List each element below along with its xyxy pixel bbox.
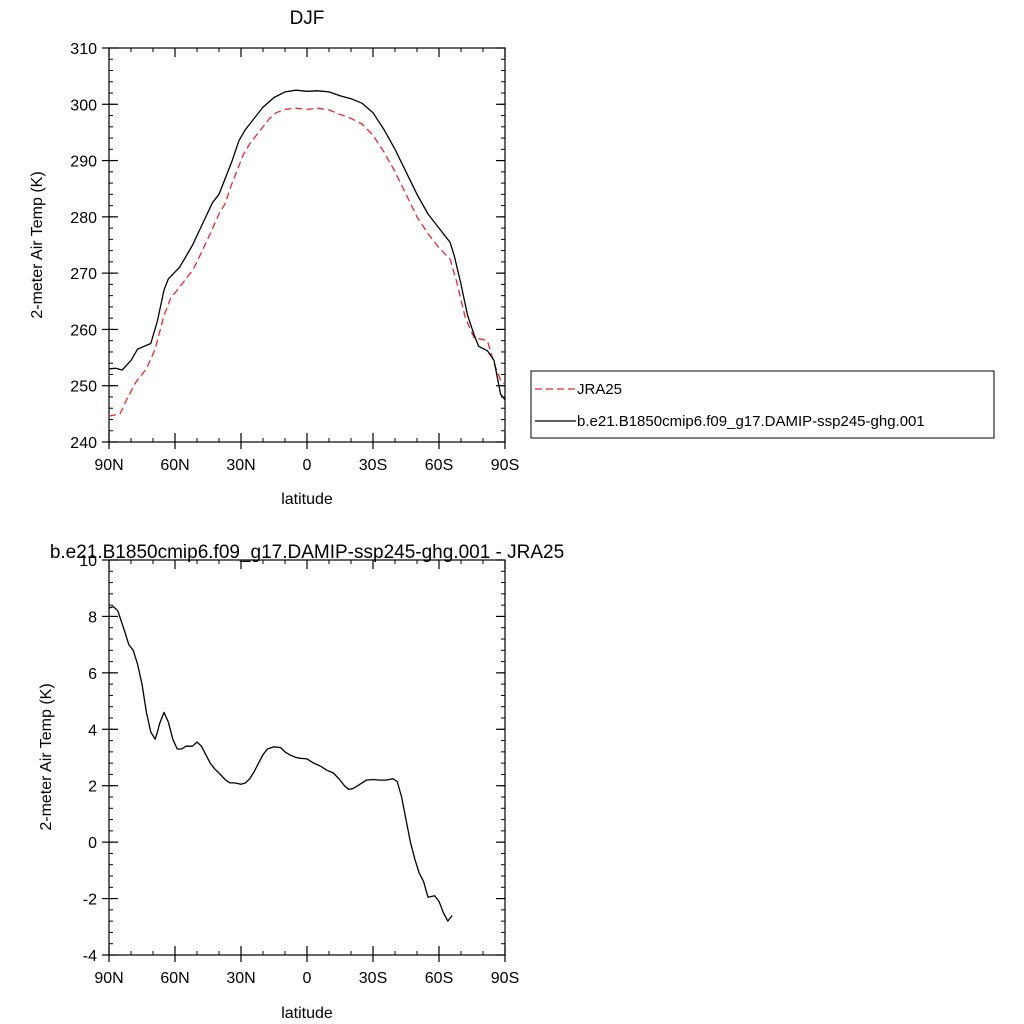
bottom-x-tick-label: 60S [425, 970, 453, 987]
legend: JRA25 b.e21.B1850cmip6.f09_g17.DAMIP-ssp… [530, 370, 995, 439]
bottom-y-tick-label: 2 [88, 779, 97, 796]
top-x-tick-label: 30N [226, 457, 255, 474]
top-chart-xlabel: latitude [281, 491, 333, 508]
bottom-y-tick-label: -2 [83, 892, 97, 909]
top-chart: 240 250 260 270 280 290 300 310 90N 60N 30N 0 30S 60S… [70, 41, 519, 474]
top-x-tick-label: 60N [160, 457, 189, 474]
legend-box [530, 370, 995, 439]
top-y-tick-label: 250 [70, 379, 97, 396]
top-series-line-1 [108, 89, 506, 401]
top-x-tick-label: 90N [94, 457, 123, 474]
top-y-tick-label: 310 [70, 41, 97, 58]
bottom-y-tick-label: -4 [83, 948, 97, 965]
bottom-series-line-0 [108, 605, 453, 922]
bottom-x-tick-label: 90N [94, 970, 123, 987]
bottom-y-tick-label: 8 [88, 609, 97, 626]
top-y-tick-label: 290 [70, 154, 97, 171]
bottom-x-tick-label: 30S [359, 970, 387, 987]
top-plot-frame [108, 47, 506, 443]
bottom-x-tick-label: 30N [226, 970, 255, 987]
bottom-y-tick-label: 0 [88, 835, 97, 852]
top-chart-ylabel: 2-meter Air Temp (K) [29, 171, 46, 318]
bottom-plot-frame [108, 559, 506, 956]
top-x-tick-label: 90S [491, 457, 519, 474]
bottom-x-tick-label: 90S [491, 970, 519, 987]
top-y-tick-label: 300 [70, 97, 97, 114]
top-x-tick-label: 30S [359, 457, 387, 474]
bottom-y-tick-label: 10 [79, 553, 97, 570]
bottom-chart-title: b.e21.B1850cmip6.f09_g17.DAMIP-ssp245-gh… [50, 542, 564, 563]
bottom-x-tick-label: 0 [303, 970, 312, 987]
top-y-tick-label: 240 [70, 435, 97, 452]
top-x-tick-label: 60S [425, 457, 453, 474]
bottom-y-tick-label: 6 [88, 666, 97, 683]
bottom-chart-xlabel: latitude [281, 1005, 333, 1022]
bottom-x-tick-label: 60N [160, 970, 189, 987]
bottom-chart-ylabel: 2-meter Air Temp (K) [38, 683, 55, 830]
bottom-chart: -4 -2 0 2 4 6 8 10 90N 60N 30N 0 30S 60S 90S [79, 553, 519, 987]
top-y-tick-label: 260 [70, 322, 97, 339]
top-chart-title: DJF [290, 8, 325, 29]
top-y-tick-label: 270 [70, 266, 97, 283]
top-series-line-0 [108, 107, 506, 417]
top-x-tick-label: 0 [303, 457, 312, 474]
legend-label-model: b.e21.B1850cmip6.f09_g17.DAMIP-ssp245-gh… [577, 413, 925, 430]
legend-label-jra25: JRA25 [577, 381, 622, 398]
top-y-tick-label: 280 [70, 210, 97, 227]
bottom-y-tick-label: 4 [88, 722, 97, 739]
